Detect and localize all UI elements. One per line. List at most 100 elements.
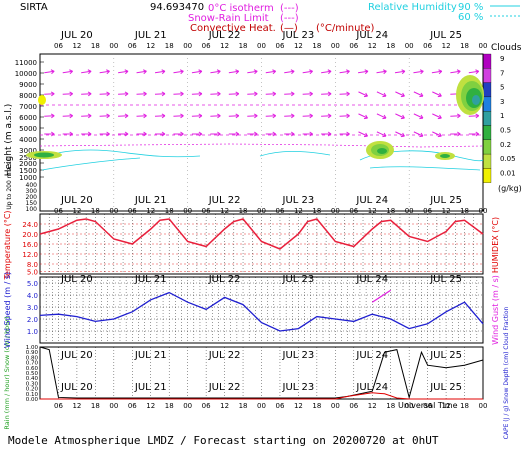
wind-arrow-head [400, 92, 405, 98]
wind-arrow-shaft [413, 131, 424, 137]
hour-tick-top: 00 [331, 42, 340, 50]
wind-arrow-head [198, 131, 203, 137]
wind-arrow-shaft [62, 115, 73, 117]
wind-arrow [191, 131, 203, 137]
hour-tick-height: 18 [312, 207, 321, 215]
precip-panel-frame [39, 346, 484, 400]
temperature-tick-label: 24.0 [22, 221, 38, 229]
wind-arrow [265, 91, 277, 97]
precip-ylabel-right: CAPE (J / g) Snow Depth (cm) Cloud Fract… [503, 306, 510, 439]
wind-arrow [136, 69, 147, 75]
precip-panel: 1.000.900.800.700.600.500.400.300.200.10… [26, 345, 484, 403]
wind-arrow-head [235, 91, 240, 97]
wind-arrow-head [143, 69, 147, 75]
colorbar-swatch [482, 111, 492, 126]
day-label-top: JUL 21 [134, 30, 167, 41]
wind-arrow-shaft [265, 70, 276, 74]
hour-tick-top: 06 [128, 42, 137, 50]
wind-arrow-head [401, 69, 406, 75]
height-tick-label: 4000 [19, 136, 37, 144]
height-tick-label-lower: 100 [26, 206, 38, 213]
wind-arrow-shaft [136, 70, 147, 74]
hour-tick-height: 06 [349, 207, 358, 215]
day-label-precip: JUL 23 [282, 382, 315, 393]
hour-tick-height: 00 [183, 207, 192, 215]
precip-tick-label: 0.90 [26, 350, 39, 356]
day-label-temp: JUL 20 [60, 274, 93, 285]
wind-arrow-shaft [339, 70, 350, 74]
wind-arrow-shaft [284, 115, 295, 117]
wind-arrow [62, 113, 73, 119]
wind-arrow-head [87, 91, 92, 97]
wind-arrow-head [69, 113, 73, 119]
wind-arrow-shaft [450, 115, 461, 117]
wind-arrow [210, 113, 221, 119]
wind-arrow [432, 131, 442, 138]
wind-arrow-head [124, 69, 129, 75]
height-tick-label: 2000 [19, 160, 37, 168]
wind-arrow-head [346, 113, 350, 119]
wind-arrow [154, 113, 166, 119]
wind-arrow-shaft [154, 93, 165, 95]
wind-arrow-head [143, 113, 147, 119]
temperature-tick-label: 8.0 [27, 261, 38, 269]
hour-tick-bottom: 00 [183, 402, 192, 410]
wind-ylabel: Wind Speed (m / s) [3, 272, 12, 348]
wind-arrow [44, 113, 55, 119]
wind-arrow [376, 113, 387, 120]
wind-arrow-shaft [394, 70, 405, 74]
wind-arrow-shaft [191, 115, 202, 117]
precip-tick-label: 1.00 [26, 345, 39, 351]
wind-arrow-shaft [358, 113, 368, 119]
wind-arrow [154, 69, 166, 75]
wind-arrow [339, 91, 350, 97]
precip-tick-label: 0.20 [26, 387, 39, 393]
wind-arrow-head [198, 91, 203, 97]
colorbar-level-label: 9 [500, 55, 504, 63]
wind-arrow [81, 69, 92, 75]
day-labels: JUL 20 JUL 20 JUL 20 JUL 20 JUL 20 JUL 21 JUL … [54, 30, 487, 410]
wind-arrow [136, 131, 147, 137]
day-label-precip-top: JUL 23 [282, 350, 315, 361]
wind-arrow-shaft [432, 131, 442, 137]
legend-convective-unit: (°C/minute) [316, 23, 375, 34]
wind-arrow-shaft [154, 70, 166, 74]
wind-arrow-shaft [99, 70, 110, 74]
clouds-title: Clouds [491, 43, 522, 53]
hour-tick-top: 06 [349, 42, 358, 50]
wind-arrow-head [400, 132, 405, 138]
hour-tick-bottom: 12 [146, 402, 155, 410]
day-label-precip: JUL 20 [60, 382, 93, 393]
wind-arrow-head [161, 113, 166, 119]
wind-arrow-head [180, 91, 184, 97]
wind-arrow-head [124, 91, 129, 97]
hour-tick-height: 18 [165, 207, 174, 215]
cloud-fraction-line [39, 346, 484, 400]
hour-tick-bottom: 06 [54, 402, 63, 410]
wind-arrow [321, 91, 332, 97]
hour-tick-bottom: 00 [257, 402, 266, 410]
wind-arrow-head [124, 113, 129, 119]
wind-arrow-shaft [265, 115, 276, 117]
wind-arrow-head [475, 113, 480, 119]
hour-tick-height: 00 [479, 207, 488, 215]
wind-arrow-shaft [468, 70, 479, 74]
wind-arrow-shaft [118, 70, 129, 74]
wind-arrow-shaft [321, 70, 332, 74]
wind-arrow [376, 69, 387, 75]
colorbar-swatch [482, 82, 492, 98]
wind-arrow [302, 69, 313, 75]
wind-arrow-shaft [173, 93, 184, 95]
snow-rain-limit [39, 143, 484, 148]
colorbar-level-label: 5 [500, 84, 504, 92]
wind-arrow-head [437, 114, 442, 120]
hour-tick-height: 06 [202, 207, 211, 215]
hour-tick-height: 18 [91, 207, 100, 215]
height-tick-label: 9000 [19, 81, 37, 89]
wind-arrow [99, 91, 110, 97]
hour-tick-top: 00 [479, 42, 488, 50]
wind-arrow [358, 131, 368, 138]
hour-tick-top: 12 [72, 42, 81, 50]
hour-tick-height: 06 [423, 207, 432, 215]
wind-arrow [173, 91, 184, 97]
